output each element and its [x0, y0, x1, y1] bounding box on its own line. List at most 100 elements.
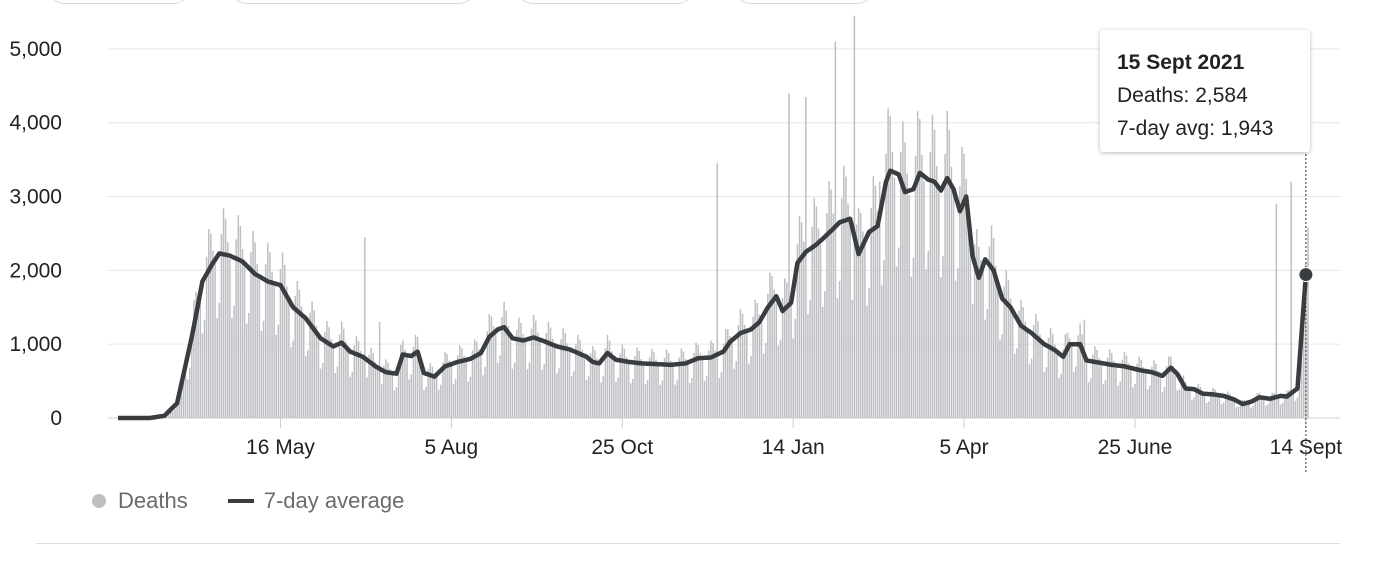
death-bar	[1132, 387, 1134, 418]
death-bar	[735, 361, 737, 418]
death-bar	[319, 368, 322, 418]
death-bar	[720, 372, 723, 418]
death-bar	[1163, 387, 1166, 418]
death-bar	[338, 334, 341, 418]
death-bar	[575, 344, 577, 418]
legend-item-avg[interactable]: 7-day average	[227, 488, 404, 514]
death-bar	[1142, 366, 1145, 418]
death-bar	[1125, 355, 1128, 418]
death-bar	[345, 341, 347, 418]
death-bar	[1013, 353, 1016, 418]
death-bar	[929, 151, 932, 418]
death-bar	[1174, 372, 1176, 418]
death-bar	[585, 380, 588, 418]
death-bar	[967, 220, 970, 418]
death-bar	[705, 375, 708, 418]
death-bar	[902, 121, 904, 418]
death-bar	[418, 353, 421, 418]
death-bar	[739, 309, 742, 418]
death-bar	[1066, 333, 1069, 418]
death-bar	[813, 197, 816, 418]
death-bar	[383, 365, 385, 418]
death-bar	[406, 356, 408, 418]
death-bar	[857, 208, 860, 418]
death-bar	[461, 348, 463, 418]
death-bar	[1265, 405, 1267, 418]
death-bar	[380, 384, 383, 418]
death-bar	[758, 314, 761, 418]
death-bar	[207, 229, 210, 418]
death-bar	[435, 375, 438, 418]
death-bar	[1184, 381, 1187, 418]
death-bar	[900, 151, 902, 418]
death-bar	[1115, 366, 1117, 418]
death-bar	[547, 321, 550, 418]
hover-point[interactable]	[1298, 267, 1314, 283]
chart-legend: Deaths 7-day average	[92, 488, 444, 514]
legend-line-icon	[227, 499, 254, 503]
death-bar	[1051, 333, 1054, 418]
death-bar	[324, 331, 326, 418]
death-bar	[1134, 383, 1136, 418]
death-bar	[843, 165, 845, 418]
death-bar	[1157, 370, 1159, 418]
x-tick-label: 5 Apr	[940, 436, 989, 459]
death-bar	[1108, 349, 1111, 418]
death-bar	[1229, 393, 1231, 418]
death-bar	[399, 344, 402, 418]
death-bar	[817, 228, 820, 418]
death-bar	[484, 366, 486, 418]
death-bar	[790, 305, 792, 418]
death-bar	[1098, 358, 1100, 418]
death-bar	[560, 338, 562, 418]
death-bar	[1007, 280, 1010, 418]
death-bar	[980, 259, 982, 418]
death-bar	[1269, 396, 1271, 418]
death-bar	[760, 320, 763, 418]
death-bar	[294, 296, 296, 418]
death-bar	[904, 142, 906, 418]
death-bar	[296, 280, 299, 418]
death-bar	[478, 349, 480, 418]
death-bar	[452, 384, 455, 418]
death-bar	[819, 244, 822, 418]
death-bar	[184, 366, 187, 418]
death-bar	[305, 356, 307, 418]
death-bar	[769, 272, 771, 418]
death-bar	[332, 347, 334, 418]
death-bar	[887, 108, 889, 418]
death-bar	[767, 293, 769, 418]
death-bar	[623, 348, 626, 418]
death-bar	[1307, 227, 1309, 418]
death-bar	[1212, 387, 1214, 418]
death-bar	[1220, 404, 1223, 418]
death-bar	[737, 324, 740, 418]
death-bar	[1144, 372, 1147, 418]
death-bar	[1286, 390, 1288, 418]
death-bar	[1104, 380, 1107, 418]
death-bar	[431, 366, 434, 418]
legend-item-deaths[interactable]: Deaths	[92, 488, 188, 514]
death-bar	[1195, 386, 1197, 418]
death-bar	[619, 353, 621, 418]
death-bar	[663, 358, 666, 418]
death-bar	[1075, 366, 1077, 418]
death-bar	[1203, 394, 1206, 418]
death-bar	[216, 317, 218, 418]
death-bar	[777, 345, 780, 418]
death-bar	[583, 357, 586, 418]
death-bar	[1292, 392, 1294, 418]
death-bar	[1208, 401, 1210, 418]
death-bar	[507, 325, 510, 418]
death-bar	[655, 359, 657, 418]
death-bar	[343, 328, 345, 418]
death-bar	[881, 285, 883, 418]
death-bar	[727, 329, 729, 418]
death-bar	[313, 310, 315, 418]
death-bar	[919, 119, 921, 418]
death-bar	[640, 359, 643, 418]
death-bar	[1231, 397, 1233, 418]
death-bar	[551, 338, 554, 418]
death-bar	[786, 282, 788, 418]
death-bar	[364, 237, 366, 418]
